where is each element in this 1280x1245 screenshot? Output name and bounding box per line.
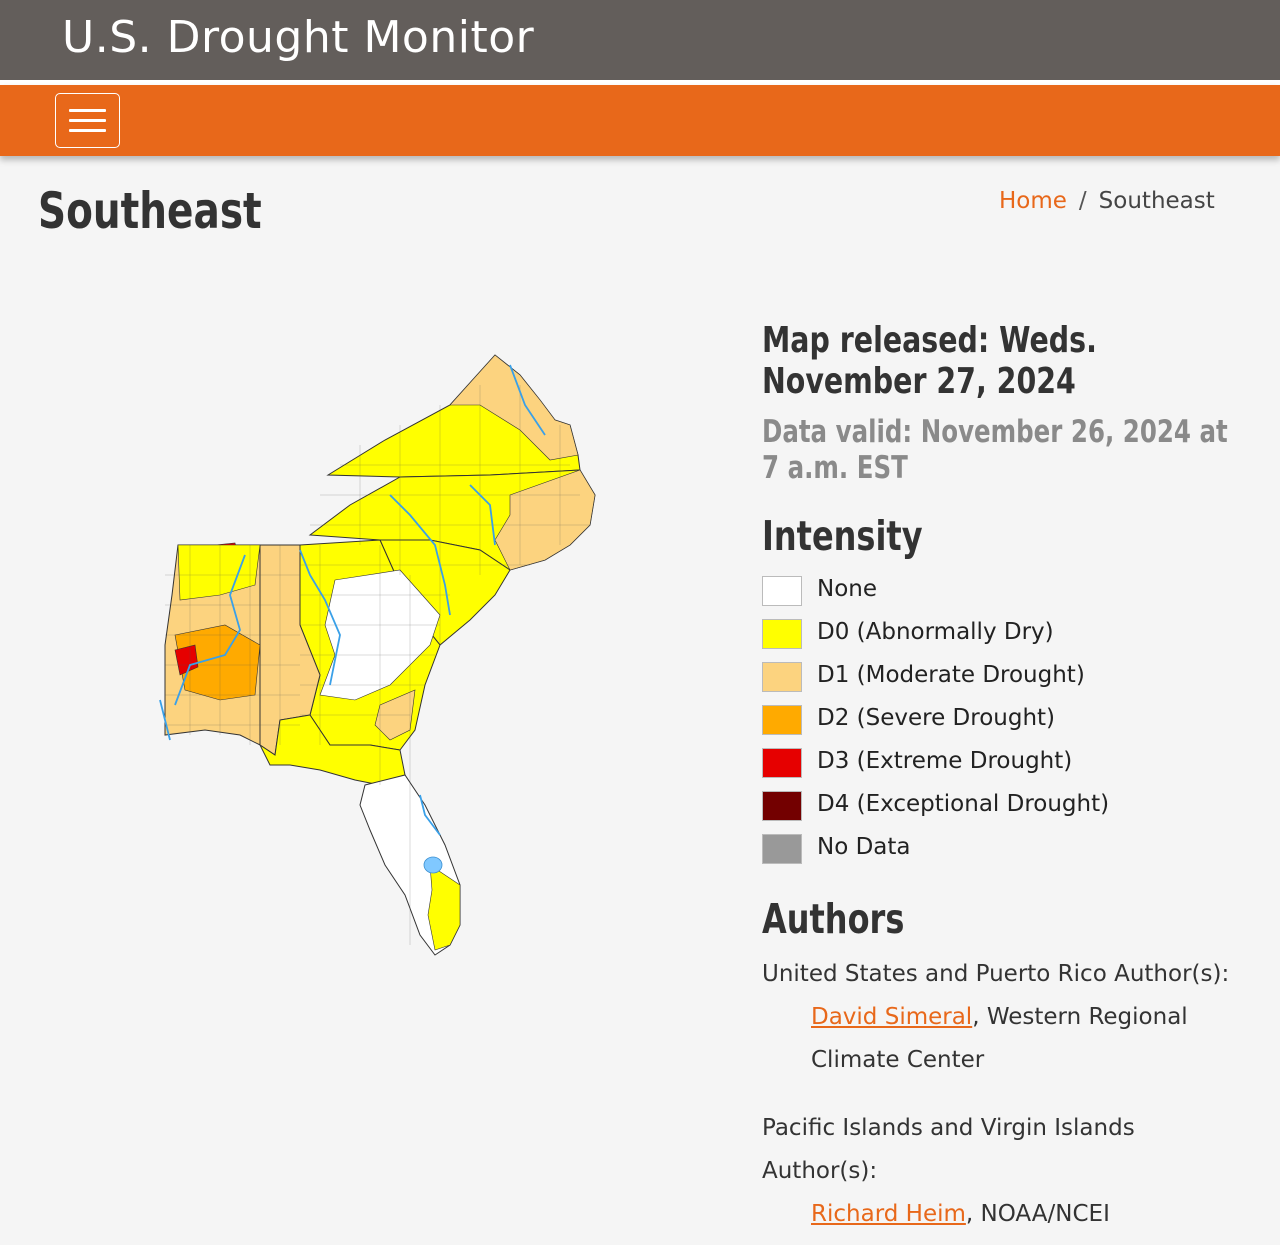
legend-swatch bbox=[762, 619, 802, 649]
hamburger-icon-bar bbox=[69, 119, 106, 122]
page-title: Southeast bbox=[38, 182, 262, 240]
drought-map[interactable] bbox=[150, 345, 610, 975]
map-region-florida-south bbox=[427, 864, 461, 951]
rivers bbox=[159, 364, 546, 836]
author-entry: Richard Heim, NOAA/NCEI bbox=[811, 1201, 1110, 1227]
legend-label: No Data bbox=[817, 834, 911, 860]
author-link-david-simeral[interactable]: David Simeral bbox=[811, 1004, 973, 1030]
intensity-heading: Intensity bbox=[762, 512, 923, 560]
legend-swatch bbox=[762, 576, 802, 606]
legend-label: D0 (Abnormally Dry) bbox=[817, 619, 1054, 645]
menu-toggle-button[interactable] bbox=[55, 93, 120, 148]
legend-label: D2 (Severe Drought) bbox=[817, 705, 1056, 731]
site-title[interactable]: U.S. Drought Monitor bbox=[62, 12, 535, 63]
authors-heading: Authors bbox=[762, 895, 905, 943]
legend-swatch bbox=[762, 662, 802, 692]
breadcrumb: Home / Southeast bbox=[999, 188, 1215, 214]
author-group-label: Pacific Islands and Virgin Islands Autho… bbox=[762, 1115, 1135, 1184]
breadcrumb-home-link[interactable]: Home bbox=[999, 188, 1067, 214]
map-region-ms-north-dry bbox=[177, 544, 261, 601]
author-link-richard-heim[interactable]: Richard Heim bbox=[811, 1201, 966, 1227]
hamburger-icon-bar bbox=[69, 109, 106, 112]
lake-okeechobee bbox=[423, 856, 443, 874]
county-lines bbox=[165, 385, 590, 945]
legend-label: D4 (Exceptional Drought) bbox=[817, 791, 1110, 817]
legend-swatch bbox=[762, 748, 802, 778]
legend-swatch bbox=[762, 791, 802, 821]
map-info-panel: Map released: Weds. November 27, 2024 Da… bbox=[762, 320, 1262, 1227]
nav-bar bbox=[0, 85, 1280, 156]
hamburger-icon-bar bbox=[69, 129, 106, 132]
data-valid-date: Data valid: November 26, 2024 at 7 a.m. … bbox=[762, 414, 1228, 486]
author-entry: David Simeral, Western Regional Climate … bbox=[811, 1004, 1188, 1073]
legend-swatch bbox=[762, 834, 802, 864]
header-divider bbox=[0, 80, 1280, 85]
map-released-date: Map released: Weds. November 27, 2024 bbox=[762, 320, 1097, 402]
breadcrumb-separator: / bbox=[1078, 188, 1087, 214]
author-group-label: United States and Puerto Rico Author(s): bbox=[762, 961, 1230, 987]
map-region-ms-extreme bbox=[174, 644, 199, 676]
legend-label: None bbox=[817, 576, 878, 602]
legend-swatch bbox=[762, 705, 802, 735]
breadcrumb-current: Southeast bbox=[1098, 188, 1215, 214]
legend-label: D1 (Moderate Drought) bbox=[817, 662, 1085, 688]
site-header: U.S. Drought Monitor bbox=[0, 0, 1280, 80]
legend-label: D3 (Extreme Drought) bbox=[817, 748, 1073, 774]
map-region-florida-panhandle bbox=[258, 714, 406, 786]
